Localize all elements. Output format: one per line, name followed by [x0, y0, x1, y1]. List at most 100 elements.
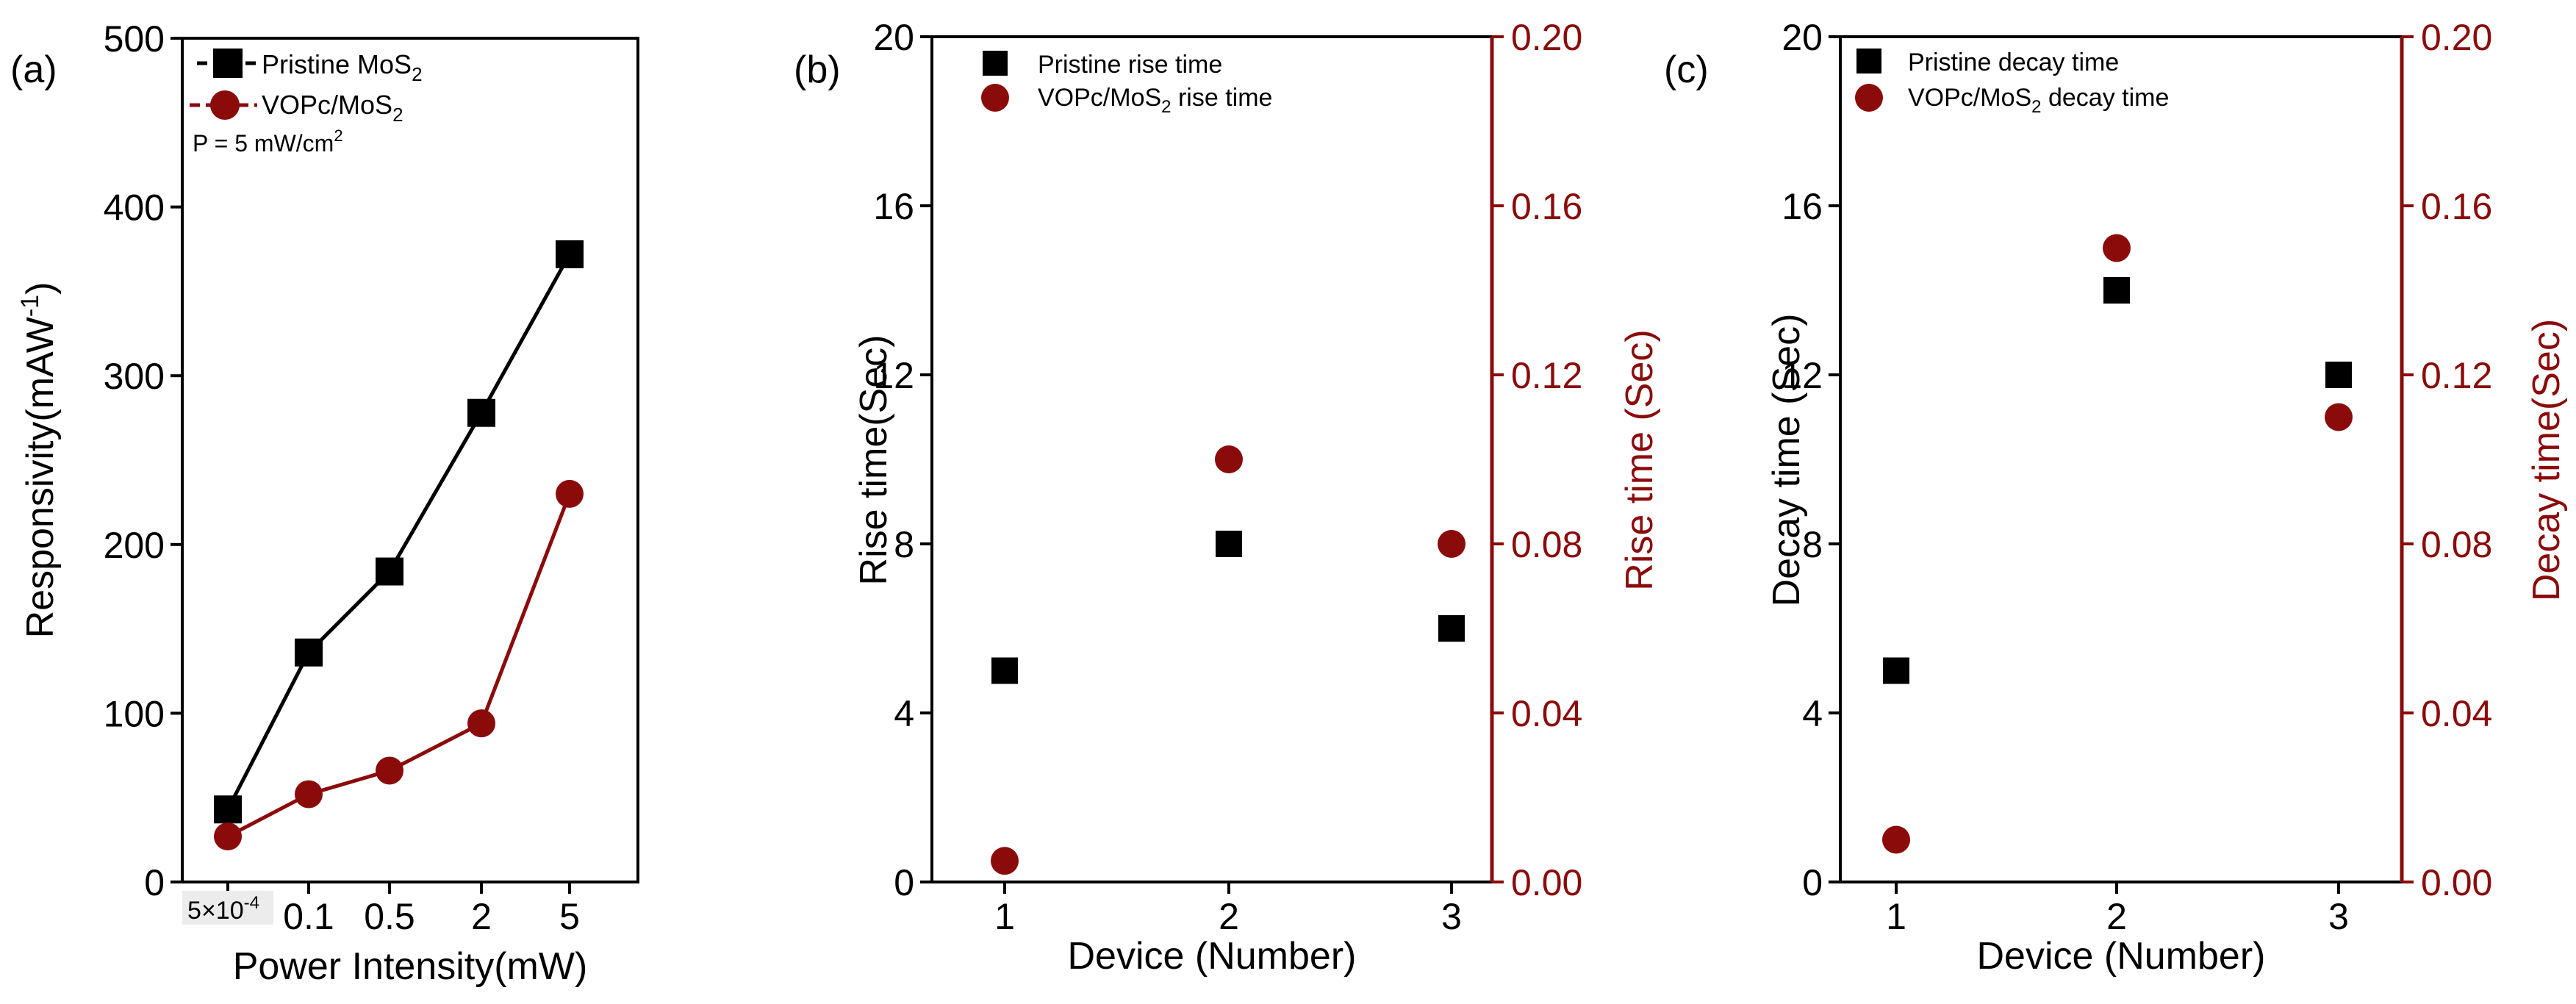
- legend-vopc-marker: [210, 90, 240, 120]
- x-tick-label-bg: [182, 891, 273, 925]
- panel-c-series-markers: [1882, 234, 2353, 854]
- panel-a-annotation: P = 5 mW/cm2: [193, 126, 343, 157]
- panel-c-right-ticks: 0.00 0.04 0.08 0.12 0.16 0.20: [2402, 17, 2492, 903]
- legend-pristine-rise-label: Pristine rise time: [1038, 51, 1222, 79]
- x-tick-label: 2: [2106, 896, 2127, 937]
- y-tick-label: 100: [104, 693, 165, 734]
- panel-a-series-markers: [214, 240, 584, 851]
- legend-pristine-marker: [213, 49, 243, 78]
- panel-c-right-axis-label: Decay time(Sec): [2525, 319, 2568, 601]
- data-point-vopc: [295, 780, 323, 808]
- legend-pristine-rise-marker: [983, 51, 1008, 76]
- data-point-pristine: [376, 557, 403, 586]
- data-point-pristine: [2325, 362, 2352, 388]
- legend-pristine-label: Pristine MoS2: [262, 49, 423, 85]
- right-tick-label: 0.20: [1511, 17, 1582, 58]
- left-tick-label: 12: [873, 355, 914, 396]
- data-point-vopc: [2325, 403, 2353, 431]
- panel-c-x-axis-label: Device (Number): [1977, 935, 2266, 978]
- panel-c-legend: Pristine decay time VOPc/MoS2 decay time: [1855, 49, 2169, 117]
- panel-a-legend: Pristine MoS2 VOPc/MoS2 P = 5 mW/cm2: [190, 49, 423, 157]
- data-point-vopc: [214, 822, 242, 851]
- legend-vopc-label: VOPc/MoS2: [262, 90, 403, 126]
- panel-c-label: (c): [1664, 49, 1709, 91]
- y-tick-label: 200: [104, 525, 165, 566]
- x-tick-label: 5×10-4: [187, 893, 259, 925]
- left-tick-label: 0: [1802, 862, 1823, 903]
- data-point-vopc: [556, 479, 584, 508]
- right-tick-label: 0.12: [1511, 355, 1582, 396]
- data-point-vopc: [2103, 234, 2131, 262]
- panel-b-x-axis-label: Device (Number): [1068, 935, 1357, 978]
- right-tick-label: 0.16: [1511, 186, 1582, 227]
- panel-a: (a) 0 100 200 300 400 500 5×10-4 0.1 0.5 2 5 Resp…: [10, 18, 639, 988]
- panel-b-left-axis-label: Rise time(Sec): [853, 335, 895, 586]
- left-tick-label: 20: [873, 17, 914, 58]
- data-point-pristine: [991, 657, 1018, 684]
- left-tick-label: 12: [1782, 355, 1823, 396]
- data-point-pristine: [214, 795, 242, 824]
- y-tick-label: 400: [104, 187, 165, 229]
- data-point-vopc: [1882, 825, 1910, 854]
- x-tick-label: 3: [1441, 896, 1462, 937]
- panel-a-x-ticks: 5×10-4 0.1 0.5 2 5: [182, 882, 580, 937]
- left-tick-label: 4: [894, 693, 914, 734]
- right-tick-label: 0.04: [2421, 693, 2492, 734]
- right-tick-label: 0.08: [2421, 524, 2492, 565]
- panel-b-left-ticks: 0 4 8 12 16 20: [873, 17, 932, 903]
- panel-a-y-axis-label: Responsivity(mAW-1): [16, 282, 62, 639]
- x-tick-label: 0.5: [364, 896, 415, 937]
- left-tick-label: 20: [1782, 17, 1823, 58]
- data-point-pristine: [556, 240, 584, 268]
- panel-b-frame: [930, 35, 1493, 883]
- x-tick-label: 3: [2328, 896, 2349, 937]
- left-tick-label: 16: [873, 186, 914, 227]
- data-point-pristine: [467, 398, 495, 427]
- legend-vopc-rise-label: VOPc/MoS2 rise time: [1038, 84, 1272, 117]
- legend-pristine-decay-label: Pristine decay time: [1908, 49, 2119, 76]
- left-tick-label: 8: [1802, 524, 1823, 565]
- right-tick-label: 0.00: [2421, 862, 2492, 903]
- series-line-1: [226, 493, 572, 839]
- data-point-vopc: [1438, 530, 1465, 558]
- x-tick-label: 0.1: [283, 896, 334, 937]
- panel-c-left-ticks: 0 4 8 12 16 20: [1782, 17, 1840, 903]
- legend-pristine-decay-marker: [1856, 49, 1881, 73]
- y-tick-label: 0: [144, 862, 165, 903]
- x-tick-label: 2: [1219, 896, 1239, 937]
- data-point-pristine: [2103, 277, 2130, 304]
- right-tick-label: 0.04: [1511, 693, 1582, 734]
- panel-c-x-ticks: 1 2 3: [1886, 882, 2349, 937]
- panel-a-series-lines: [226, 253, 572, 839]
- panel-b-right-axis-label: Rise time (Sec): [1618, 329, 1661, 590]
- x-tick-label: 5: [559, 896, 580, 937]
- panel-b-right-ticks: 0.00 0.04 0.08 0.12 0.16 0.20: [1492, 17, 1582, 903]
- data-point-vopc: [1215, 445, 1243, 473]
- data-point-vopc: [376, 756, 403, 785]
- legend-vopc-decay-label: VOPc/MoS2 decay time: [1908, 84, 2169, 117]
- x-tick-label: 1: [1886, 896, 1906, 937]
- right-tick-label: 0.12: [2421, 355, 2492, 396]
- right-tick-label: 0.00: [1511, 862, 1582, 903]
- left-tick-label: 16: [1782, 186, 1823, 227]
- right-tick-label: 0.16: [2421, 186, 2492, 227]
- x-tick-label: 2: [471, 896, 492, 937]
- left-tick-label: 0: [894, 862, 914, 903]
- x-tick-label: 1: [994, 896, 1015, 937]
- left-tick-label: 8: [894, 524, 914, 565]
- data-point-vopc: [991, 847, 1019, 875]
- panel-a-y-ticks: 0 100 200 300 400 500: [104, 18, 182, 903]
- series-line-0: [226, 253, 572, 811]
- panel-b-series-markers: [991, 445, 1465, 875]
- panel-c-frame: [1839, 35, 2403, 883]
- data-point-vopc: [467, 709, 495, 738]
- y-tick-label: 500: [104, 18, 165, 60]
- legend-vopc-rise-marker: [981, 84, 1009, 112]
- y-tick-label: 300: [104, 356, 165, 397]
- panel-b-label: (b): [794, 49, 841, 91]
- data-point-pristine: [1883, 657, 1909, 684]
- data-point-pristine: [1216, 531, 1242, 557]
